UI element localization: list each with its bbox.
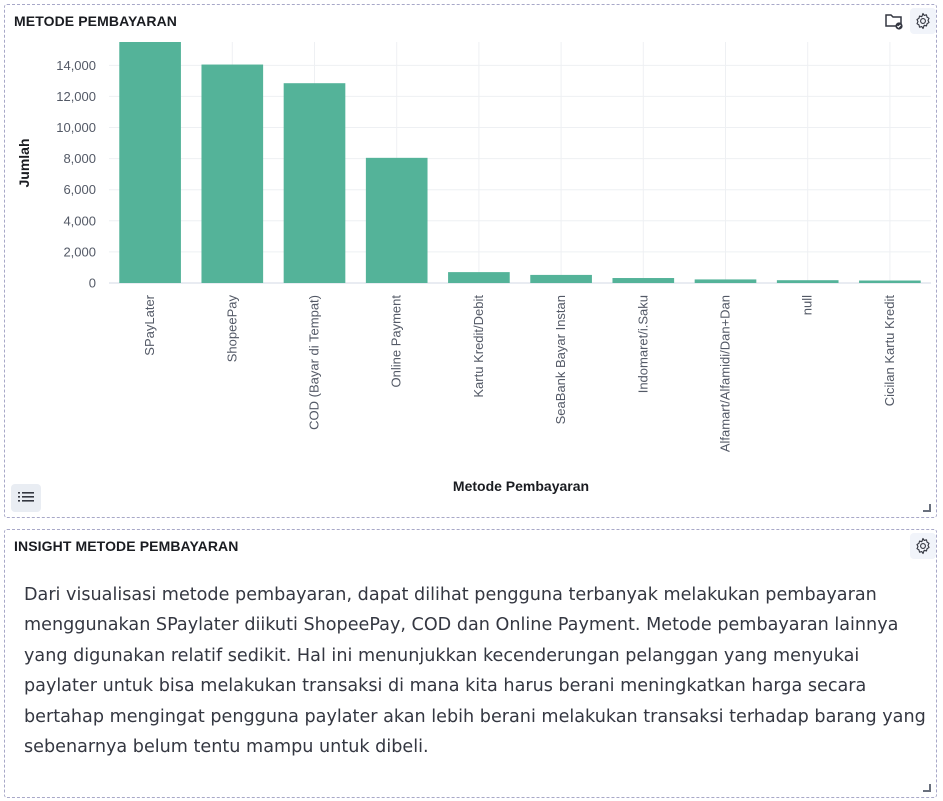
bar-chart: 02,0004,0006,0008,00010,00012,00014,000 … [16, 42, 931, 494]
x-tick-label: Cicilan Kartu Kredit [882, 295, 897, 407]
bar[interactable] [283, 83, 346, 284]
x-tick-label: Alfamart/Alfamidi/Dan+Dan [718, 295, 733, 452]
gear-icon[interactable] [910, 8, 936, 34]
bar[interactable] [201, 64, 264, 283]
list-icon [18, 492, 34, 502]
bar[interactable] [119, 42, 181, 283]
x-tick-label: SPayLater [142, 294, 157, 355]
legend-toggle-button[interactable] [11, 484, 41, 512]
y-tick-label: 10,000 [56, 120, 96, 135]
x-tick-label: null [800, 295, 815, 315]
bar[interactable] [530, 274, 592, 283]
y-tick-label: 8,000 [63, 151, 96, 166]
x-tick-label: COD (Bayar di Tempat) [307, 295, 322, 430]
bar[interactable] [776, 280, 839, 283]
y-tick-label: 6,000 [63, 182, 96, 197]
x-axis-title: Metode Pembayaran [453, 478, 589, 494]
bar[interactable] [612, 278, 675, 283]
y-axis-title: Jumlah [16, 138, 32, 187]
x-tick-label: SeaBank Bayar Instan [553, 295, 568, 424]
x-tick-label: ShopeePay [224, 295, 239, 363]
bar[interactable] [365, 157, 428, 283]
bar[interactable] [694, 279, 757, 283]
insight-panel-title: INSIGHT METODE PEMBAYARAN [14, 538, 239, 554]
bar[interactable] [448, 272, 510, 283]
x-tick-label: Indomaret/i.Saku [635, 295, 650, 393]
y-tick-label: 12,000 [56, 89, 96, 104]
y-tick-label: 14,000 [56, 58, 96, 73]
y-tick-label: 0 [89, 276, 96, 291]
chart-panel: METODE PEMBAYARAN 0 2,000 4,000 6,000 8,000 1… [4, 4, 937, 518]
x-tick-label: Kartu Kredit/Debit [471, 295, 486, 398]
y-tick-label: 4,000 [63, 213, 96, 228]
insight-text: Dari visualisasi metode pembayaran, dapa… [24, 585, 926, 758]
resize-handle[interactable] [923, 504, 931, 512]
y-tick-label: 2,000 [63, 244, 96, 259]
folder-check-icon[interactable] [881, 8, 907, 34]
gear-icon[interactable] [910, 533, 936, 559]
chart-panel-title: METODE PEMBAYARAN [14, 13, 177, 29]
insight-panel: INSIGHT METODE PEMBAYARAN Dari visualisa… [4, 529, 937, 798]
resize-handle[interactable] [923, 784, 931, 792]
bar[interactable] [859, 280, 921, 283]
x-tick-label: Online Payment [389, 295, 404, 388]
